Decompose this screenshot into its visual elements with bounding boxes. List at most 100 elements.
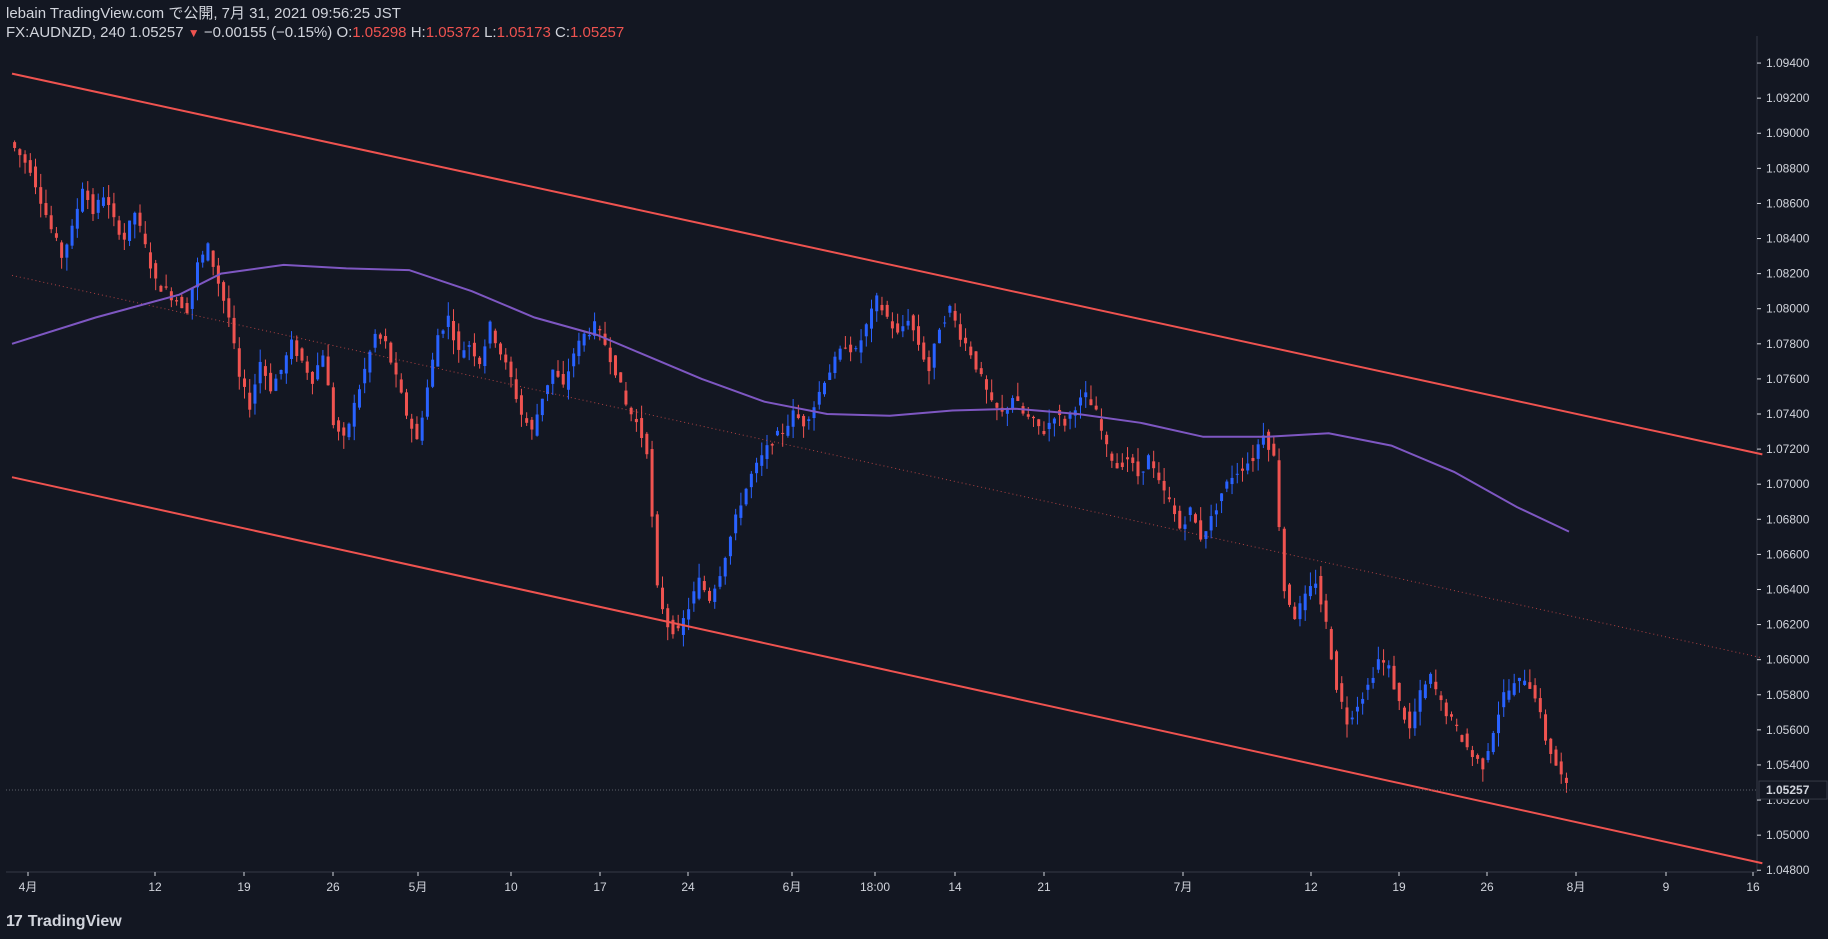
- candle-body: [974, 351, 978, 370]
- candle: [326, 344, 330, 386]
- candle-body: [613, 355, 617, 376]
- candle: [1220, 493, 1224, 514]
- candle: [1099, 408, 1103, 440]
- chart-header: lebain TradingView.com で公開, 7月 31, 2021 …: [6, 4, 624, 43]
- candle: [337, 417, 341, 441]
- candle-body: [1455, 724, 1459, 727]
- candle: [530, 417, 534, 440]
- candle-body: [1298, 603, 1302, 620]
- candle: [995, 402, 999, 421]
- candle-body: [514, 379, 518, 400]
- candle: [1376, 646, 1380, 674]
- price-tick-label: 1.09000: [1766, 126, 1810, 140]
- candle-body: [687, 609, 691, 620]
- candle: [1382, 649, 1386, 676]
- tradingview-logo[interactable]: 17 TradingView: [6, 913, 122, 931]
- candle: [1178, 505, 1182, 530]
- candle-body: [436, 335, 440, 367]
- candle: [958, 313, 962, 347]
- candle-body: [525, 418, 529, 423]
- candle-body: [195, 262, 199, 288]
- candle-body: [1094, 405, 1098, 410]
- candle-body: [91, 194, 95, 215]
- candle: [896, 313, 900, 335]
- candle: [190, 287, 194, 320]
- candle: [817, 381, 821, 410]
- candle-body: [561, 374, 565, 385]
- candle: [1073, 406, 1077, 428]
- candle: [645, 431, 649, 459]
- candle-body: [154, 263, 158, 279]
- candle: [1460, 734, 1464, 743]
- low-label: L:: [484, 24, 497, 41]
- candle: [148, 242, 152, 279]
- candle-body: [739, 505, 743, 518]
- candle-body: [822, 382, 826, 395]
- price-tick-label: 1.07600: [1766, 372, 1810, 386]
- candle-body: [227, 298, 231, 318]
- candle-body: [446, 315, 450, 327]
- candle: [1157, 462, 1161, 484]
- candle: [1434, 669, 1438, 696]
- candle: [1162, 468, 1166, 504]
- candle: [749, 471, 753, 499]
- candle-body: [101, 197, 105, 206]
- candle-body: [1246, 463, 1250, 471]
- candle: [237, 337, 241, 390]
- candle: [1319, 566, 1323, 613]
- candle-body: [133, 212, 137, 225]
- price-tick-label: 1.09200: [1766, 91, 1810, 105]
- candle: [937, 327, 941, 344]
- time-tick-label: 4月: [19, 880, 38, 894]
- channel-middle-line: [11, 274, 1763, 659]
- candle: [54, 226, 58, 242]
- candle-body: [1099, 419, 1103, 431]
- price-axis[interactable]: 1.09400 1.09200 1.09000 1.08800 1.08600 1.084…: [1757, 56, 1828, 877]
- candle-body: [760, 455, 764, 466]
- candle: [1350, 710, 1354, 725]
- candle-body: [587, 334, 591, 337]
- candle: [13, 140, 17, 152]
- candle-body: [969, 346, 973, 356]
- candle-body: [1256, 444, 1260, 459]
- candle-body: [1350, 717, 1354, 720]
- candle: [655, 511, 659, 588]
- candle: [1000, 394, 1004, 417]
- time-axis[interactable]: 4月 12 19 26 5月 10 17 24 6月 18:00 14 21 7月 12 19 26 8月 9 16: [19, 872, 1760, 894]
- candle-body: [1235, 473, 1239, 475]
- candle-body: [305, 361, 309, 373]
- candle-body: [566, 371, 570, 390]
- candle: [1408, 702, 1412, 739]
- candle-body: [420, 417, 424, 441]
- candle-body: [796, 414, 800, 419]
- candle: [608, 337, 612, 375]
- candle: [598, 325, 602, 341]
- candles: [13, 140, 1568, 793]
- candle-body: [410, 418, 414, 429]
- candle-body: [922, 342, 926, 360]
- candle: [112, 192, 116, 227]
- candle-body: [723, 557, 727, 577]
- candle-body: [425, 387, 429, 417]
- candle-body: [681, 618, 685, 635]
- candle: [1533, 678, 1537, 703]
- price-tick-label: 1.06200: [1766, 618, 1810, 632]
- candle: [1392, 655, 1396, 690]
- candle: [122, 223, 126, 251]
- candle: [39, 173, 43, 218]
- price-tick-label: 1.06800: [1766, 512, 1810, 526]
- price-tick-label: 1.07400: [1766, 407, 1810, 421]
- candle: [781, 423, 785, 447]
- candle-body: [457, 331, 461, 350]
- candle-body: [190, 287, 194, 309]
- candle-body: [1397, 682, 1401, 702]
- candle-body: [1502, 692, 1506, 708]
- candle-body: [661, 587, 665, 610]
- candle-body: [1544, 714, 1548, 741]
- candle: [979, 361, 983, 377]
- candle-body: [708, 590, 712, 601]
- candle: [431, 352, 435, 389]
- candle: [1470, 745, 1474, 767]
- candle-body: [932, 343, 936, 368]
